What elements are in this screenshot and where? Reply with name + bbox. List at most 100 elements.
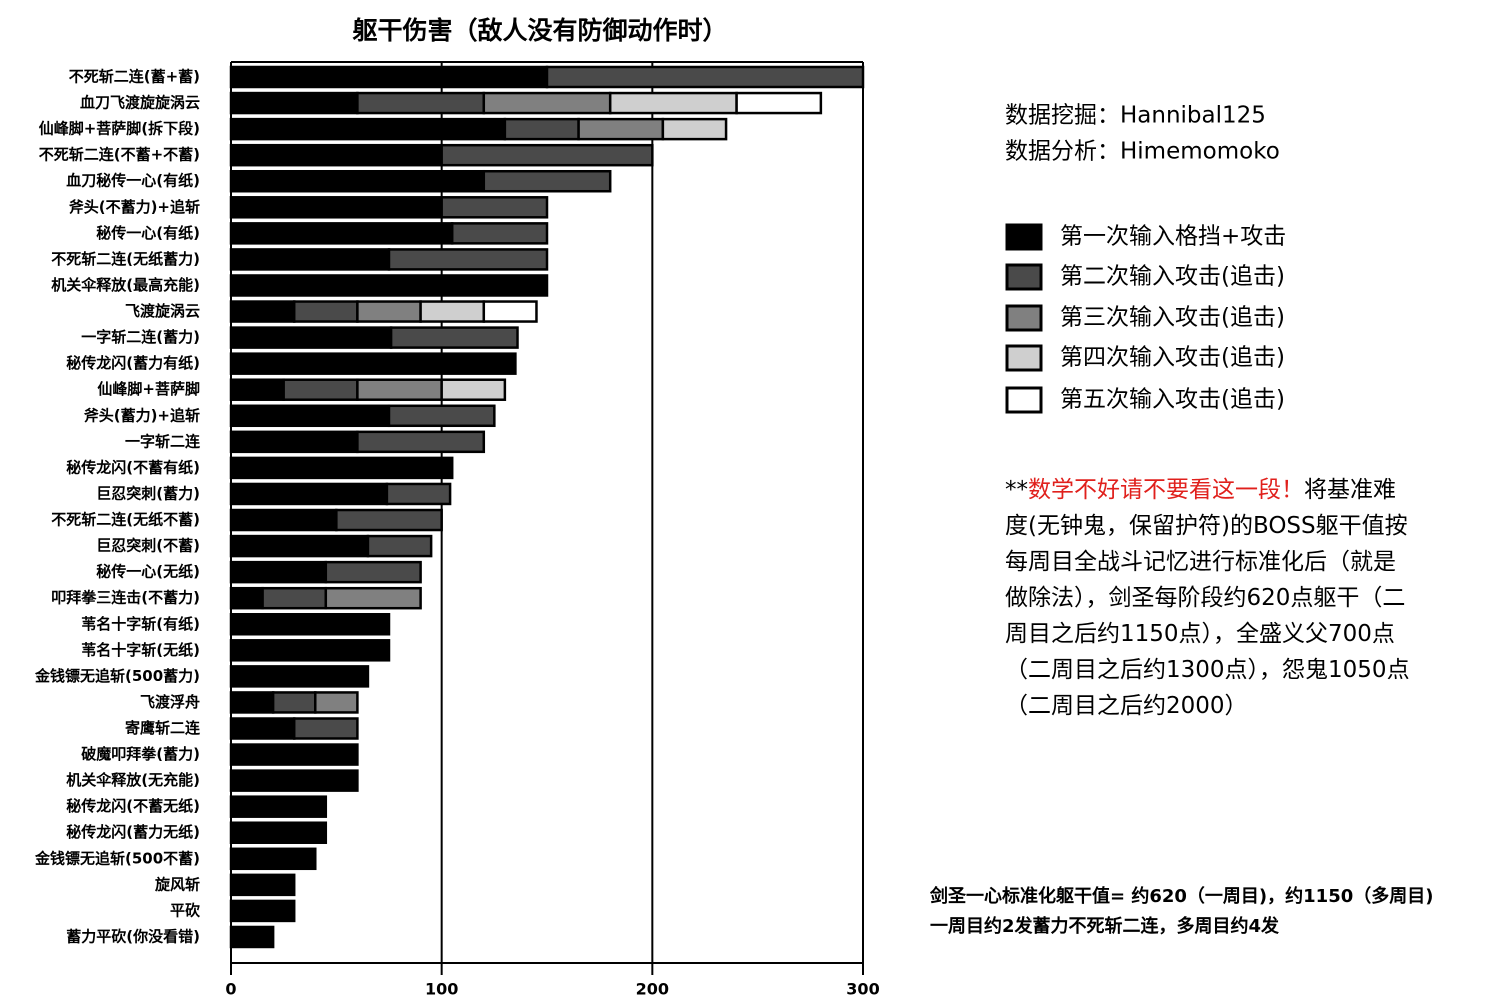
note-text: 将基准难度(无钟鬼，保留护符)的BOSS躯干值按每周目全战斗记忆进行标准化后（就… [1005,477,1410,719]
footnote: 剑圣一心标准化躯干值= 约620（一周目)，约1150（多周目) [929,885,1433,907]
y-tick-label: 旋风斩 [154,875,200,893]
y-tick-label: 寄鹰斩二连 [125,719,201,737]
x-tick-label: 200 [636,980,669,999]
bar-segment [356,300,422,323]
bar-segment [229,300,296,323]
x-tick-label: 100 [425,980,458,999]
bar-segment [324,560,422,584]
bar-segment [229,639,391,662]
bar-segment [440,196,549,219]
bar-segment [314,691,359,714]
bar-segment [229,717,296,740]
bar-segment [229,430,359,454]
bar-segment [229,508,338,532]
bar-segment [229,352,517,375]
legend-swatch [1005,344,1043,372]
y-tick-label: 金钱镖无追斩(500不蓄) [34,849,200,867]
bar-segment [503,117,580,141]
y-tick-label: 秘传龙闪(不蓄有纸) [66,458,200,476]
bar-segment [271,691,317,714]
bar-segment [229,821,328,844]
bar-segment [229,274,549,297]
chart-title: 躯干伤害（敌人没有防御动作时） [351,16,727,45]
bar-segment [356,91,486,115]
bar-segment [229,378,285,401]
bar-segment [419,300,486,323]
y-tick-label: 平砍 [170,901,201,919]
legend-swatch [1005,263,1043,291]
y-tick-label: 飞渡浮舟 [140,693,200,711]
bar-segment [229,586,264,610]
y-tick-label: 金钱镖无追斩(500蓄力) [34,667,200,685]
bar-segment [229,899,296,923]
y-tick-label: 破魔叩拜拳(蓄力) [81,745,200,763]
bar-segment [229,925,275,949]
x-tick-label: 0 [225,980,236,999]
y-tick-label: 飞渡旋涡云 [125,302,200,320]
bar-segment [324,586,422,610]
bar-segment [229,560,328,584]
footnote: 一周目约2发蓄力不死斩二连，多周目约4发 [930,915,1280,937]
bar-segment [229,117,507,141]
bar-segment [366,534,433,558]
y-tick-label: 秘传龙闪(不蓄无纸) [66,797,200,815]
bar-segment [229,456,454,480]
y-tick-label: 蓄力平砍(你没看错) [66,927,200,945]
y-tick-label: 不死斩二连(蓄+蓄) [69,68,200,86]
bar-segment [229,769,359,792]
credit: 数据分析：Himemomoko [1005,139,1280,165]
bar-segment [229,691,275,714]
bar-segment [229,196,443,219]
bar-segment [387,248,549,271]
bar-segment [450,222,549,245]
y-tick-label: 血刀飞渡旋旋涡云 [80,94,200,112]
bar-segment [440,143,654,167]
y-tick-label: 不死斩二连(无纸不蓄) [51,511,200,529]
legend-label: 第一次输入格挡+攻击 [1060,224,1286,250]
x-tick-label: 300 [846,980,879,999]
note: **数学不好请不要看这一段！将基准难度(无钟鬼，保留护符)的BOSS躯干值按每周… [1005,472,1410,724]
bar-segment [229,248,391,271]
bar-segment [229,613,391,636]
bar-segment [229,665,370,688]
bar-segment [735,91,823,115]
y-tick-label: 血刀秘传一心(有纸) [66,172,200,190]
y-tick-label: 秘传龙闪(蓄力有纸) [66,354,200,372]
bar-segment [261,586,328,610]
bar-segment [482,91,612,115]
bar-segment [229,326,393,349]
bar-segment [229,482,389,506]
bar-segment [387,404,496,428]
bar-segment [356,430,486,454]
bar-segment [229,143,443,167]
bar-segment [482,169,612,193]
legend-swatch [1005,386,1043,414]
legend-label: 第四次输入攻击(追击) [1060,345,1285,371]
y-tick-label: 秘传龙闪(蓄力无纸) [66,823,200,841]
bar-segment [440,378,507,401]
bar-segment [229,847,317,871]
y-tick-label: 叩拜拳三连击(不蓄力) [51,589,200,607]
y-tick-label: 机关伞释放(无充能) [66,771,200,789]
y-tick-label: 不死斩二连(不蓄+不蓄) [39,146,200,164]
y-tick-label: 秘传一心(有纸) [96,224,200,242]
bar-segment [608,91,738,115]
y-tick-label: 不死斩二连(无纸蓄力) [51,250,200,268]
y-tick-label: 斧头(不蓄力)+追斩 [69,198,200,216]
bar-segment [229,534,370,558]
bar-segment [229,795,328,818]
y-tick-label: 苇名十字斩(无纸) [81,641,200,659]
bar-segment [229,222,454,245]
bar-segment [229,404,391,428]
bar-segment [229,65,549,89]
y-tick-label: 斧头(蓄力)+追斩 [84,406,200,424]
bar-segment [661,117,728,141]
y-tick-label: 秘传一心(无纸) [96,563,200,581]
y-tick-label: 一字斩二连(蓄力) [81,328,200,346]
bar-segment [482,300,538,323]
legend-label: 第五次输入攻击(追击) [1060,387,1285,413]
legend-swatch [1005,223,1043,251]
y-tick-label: 苇名十字斩(有纸) [81,615,200,633]
bar-segment [229,873,296,897]
